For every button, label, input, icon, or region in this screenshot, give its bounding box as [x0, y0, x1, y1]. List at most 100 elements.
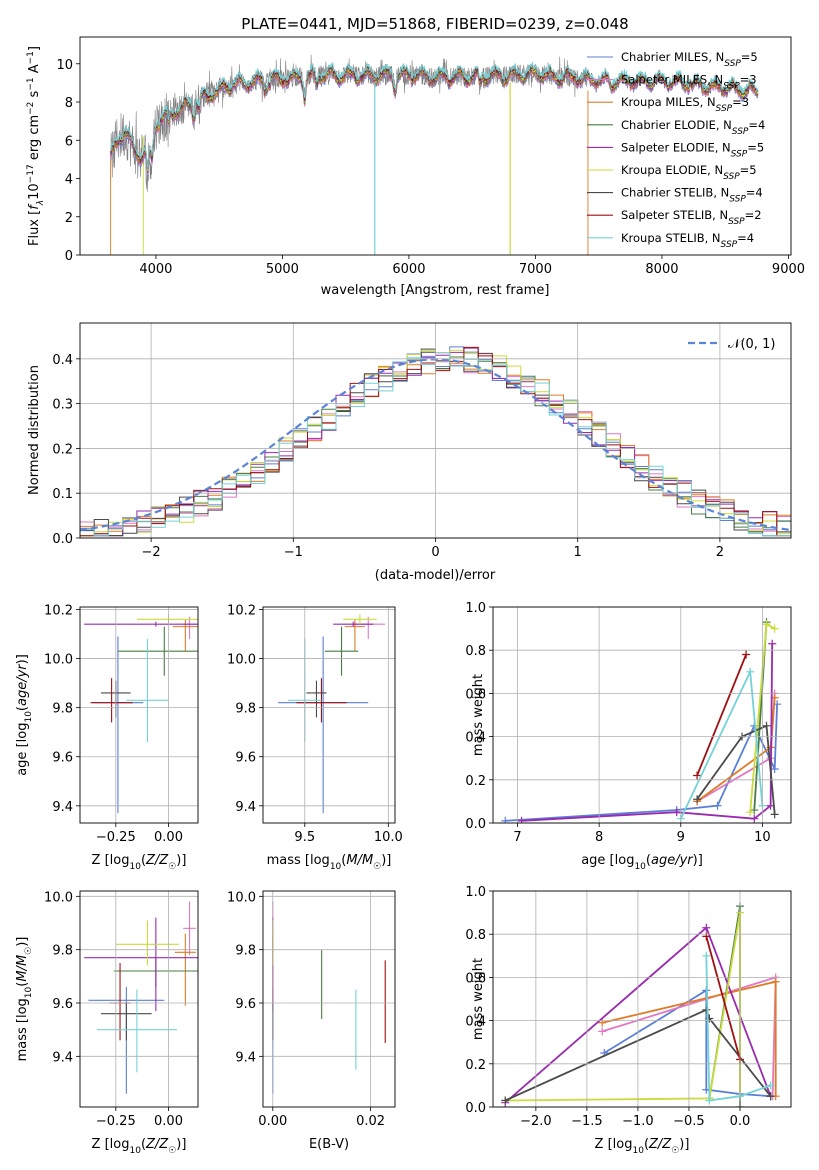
x-tick-label: −1.5	[571, 1114, 603, 1129]
weight-line	[521, 643, 774, 822]
y-tick-label: 9.6	[235, 997, 256, 1012]
axes-mass_vs_EBV: 0.00 0.02 9.4 9.6 9.8 10.0 E(B-V)	[227, 890, 396, 1152]
plot-area	[278, 614, 385, 814]
x-tick-label: −0.25	[96, 830, 136, 845]
legend-entry: Salpeter MILES, NSSP=3	[621, 73, 757, 92]
y-tick-label: 9.8	[52, 944, 73, 959]
y-tick-label: 0.0	[465, 817, 486, 832]
axes-mass_vs_Z: −0.25 0.00 9.4 9.6 9.8 10.0 Z [log10(Z/Z☉)] mas…	[15, 890, 199, 1156]
weight-marker	[693, 795, 702, 804]
x-axis-label: Z [log10(Z/Z☉)]	[92, 1137, 187, 1156]
x-tick-label: 0.00	[154, 1114, 183, 1129]
error-point	[126, 638, 169, 742]
y-tick-label: 9.4	[52, 1050, 73, 1065]
x-tick-label: 0.02	[356, 1114, 385, 1129]
x-tick-label: 10.0	[374, 830, 403, 845]
x-tick-label: 0	[431, 545, 439, 560]
x-tick-label: −1	[284, 545, 303, 560]
y-axis-label: age [log10(age/yr)]	[15, 654, 34, 776]
axes-spectrum: 4000 5000 6000 7000 8000 9000 0 2 4 6 8 10 Chabrier …	[26, 36, 805, 298]
weight-marker	[750, 806, 759, 815]
legend-entry: Kroupa MILES, NSSP=3	[621, 95, 749, 114]
x-tick-label: 7	[513, 830, 521, 845]
y-tick-label: 10.2	[44, 603, 73, 618]
axes-frame	[492, 606, 792, 824]
axes-frame	[79, 322, 792, 539]
x-axis-label: wavelength [Angstrom, rest frame]	[321, 283, 550, 298]
weight-line	[696, 724, 776, 815]
axes-mass_weight_vs_Z: −2.0 −1.5 −1.0 −0.5 0.0 0.0 0.2 0.4 0.6 0.8 1.0 Z […	[465, 885, 792, 1156]
weight-marker	[517, 816, 526, 823]
legend-entry: Salpeter ELODIE, NSSP=5	[621, 140, 764, 159]
x-tick-label: 9000	[772, 262, 805, 277]
y-tick-label: 9.8	[235, 702, 256, 717]
x-tick-label: −0.25	[96, 1114, 136, 1129]
legend-entry: Kroupa ELODIE, NSSP=5	[621, 163, 757, 182]
weight-line	[696, 654, 747, 776]
weight-marker	[705, 1014, 714, 1023]
x-tick-label: 4000	[139, 262, 172, 277]
axes-frame	[79, 36, 792, 256]
x-tick-label: 6000	[392, 262, 425, 277]
y-tick-label: 0.6	[465, 687, 486, 702]
plot-area	[84, 901, 198, 1094]
x-tick-label: 9	[677, 830, 685, 845]
x-tick-label: 2	[716, 545, 724, 560]
y-tick-label: 0.0	[52, 532, 73, 547]
error-point	[117, 626, 198, 676]
weight-marker	[750, 814, 759, 823]
weight-marker	[770, 765, 779, 773]
y-tick-label: 4	[65, 173, 73, 188]
axes-frame	[492, 890, 792, 1108]
legend-entry: Chabrier MILES, NSSP=5	[621, 50, 758, 69]
plot-area	[84, 614, 198, 814]
x-axis-label: mass [log10(M/M☉)]	[267, 853, 392, 872]
weight-marker	[702, 1005, 711, 1014]
error-point	[324, 626, 359, 676]
y-tick-label: 1.0	[465, 601, 486, 616]
weight-marker	[771, 977, 780, 986]
weight-marker	[768, 639, 777, 648]
model-line	[110, 61, 759, 169]
figure-title: PLATE=0441, MJD=51868, FIBERID=0239, z=0…	[241, 15, 628, 33]
y-tick-label: 9.6	[52, 997, 73, 1012]
x-tick-label: −0.5	[673, 1114, 705, 1129]
error-point	[183, 901, 196, 955]
error-point	[174, 933, 196, 1006]
error-point	[343, 614, 377, 625]
y-tick-label: 8	[65, 96, 73, 111]
y-tick-label: 0.4	[465, 1015, 486, 1030]
y-tick-label: 9.4	[235, 800, 256, 815]
error-point	[333, 621, 374, 627]
y-tick-label: 0.4	[465, 731, 486, 746]
weight-marker	[742, 650, 751, 659]
y-tick-label: 9.8	[52, 702, 73, 717]
plot-area	[109, 54, 759, 255]
y-tick-label: 0	[65, 249, 73, 264]
weight-marker	[702, 951, 711, 960]
y-tick-label: 9.8	[235, 944, 256, 959]
axes-frame	[79, 890, 199, 1108]
y-tick-label: 0.8	[465, 644, 486, 659]
y-tick-label: 0.3	[52, 398, 73, 413]
x-tick-label: 0.0	[730, 1114, 751, 1129]
legend-entry: Chabrier STELIB, NSSP=4	[621, 186, 763, 205]
y-tick-label: 10.2	[227, 603, 256, 618]
weight-marker	[705, 1096, 714, 1105]
axes-mass_weight_vs_age: 7 8 9 10 0.0 0.2 0.4 0.6 0.8 1.0 age [log10(age/yr…	[465, 601, 792, 872]
weight-marker	[702, 923, 711, 932]
y-tick-label: 9.6	[235, 751, 256, 766]
y-tick-label: 0.6	[465, 971, 486, 986]
y-axis-label: Flux [fλ10−17 erg cm−2 s−1 A−1]	[26, 46, 46, 246]
legend-entry: Kroupa STELIB, NSSP=4	[621, 231, 754, 250]
x-tick-label: 1	[574, 545, 582, 560]
y-tick-label: 1.0	[465, 885, 486, 900]
weight-marker	[766, 1081, 775, 1090]
y-tick-label: 0.8	[465, 928, 486, 943]
axes-frame	[262, 606, 396, 824]
x-tick-label: −2.0	[520, 1114, 552, 1129]
y-tick-label: 0.1	[52, 487, 73, 502]
axes-age_vs_mass: 9.5 10.0 9.4 9.6 9.8 10.0 10.2 mass [log10(M/M☉…	[227, 603, 403, 872]
axes-frame	[262, 890, 396, 1108]
y-tick-label: 2	[65, 211, 73, 226]
